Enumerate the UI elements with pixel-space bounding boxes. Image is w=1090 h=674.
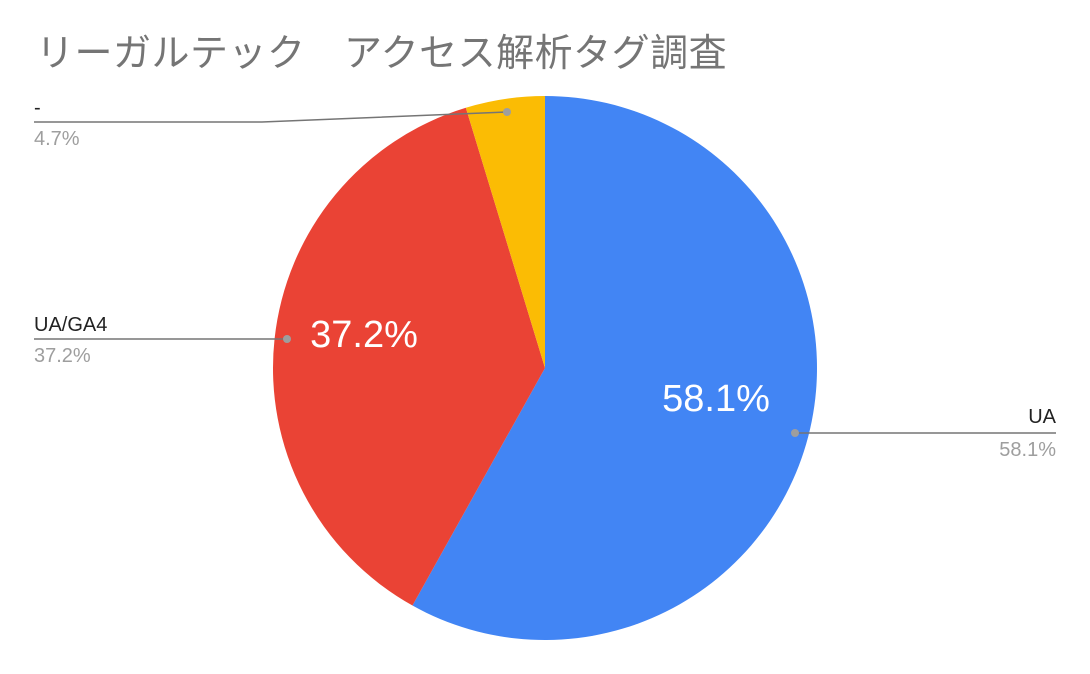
pie-slice-slice-2 (465, 96, 545, 368)
callout-value-slice-2: 4.7% (34, 128, 80, 150)
slice-value-label-ua: 58.1% (662, 378, 770, 420)
callout-value-ua-ga4: 37.2% (34, 345, 91, 367)
callout-dot-ua-ga4 (283, 335, 291, 343)
callout-label-ua: UA (1028, 406, 1056, 428)
pie-slice-ua-ga4 (272, 107, 545, 606)
callout-value-ua: 58.1% (999, 439, 1056, 461)
callout-label-ua-ga4: UA/GA4 (34, 314, 107, 336)
callout-dot-ua (791, 429, 799, 437)
callout-line-slice-2 (34, 111, 508, 123)
callout-dot-slice-2 (503, 108, 511, 116)
slice-value-label-ua-ga4: 37.2% (310, 314, 418, 356)
chart-title: リーガルテック アクセス解析タグ調査 (36, 31, 728, 75)
pie-slice-ua (412, 96, 817, 640)
callout-label-slice-2: - (34, 97, 41, 119)
